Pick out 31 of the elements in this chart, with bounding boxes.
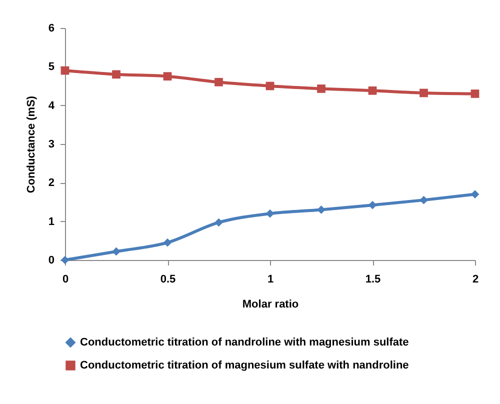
y-tick-label: 4 bbox=[48, 100, 56, 112]
point bbox=[214, 78, 223, 86]
y-tick-label: 5 bbox=[48, 61, 54, 74]
point bbox=[163, 72, 172, 81]
point bbox=[470, 190, 480, 198]
x-tick-label: 0 bbox=[62, 274, 69, 286]
y-tick-label: 1 bbox=[48, 216, 54, 228]
legend-label: Conductometric titration of nandroline with magnesium sulfate bbox=[80, 336, 409, 348]
y-axis-title: Conductance (mS) bbox=[25, 96, 38, 194]
point bbox=[368, 86, 377, 95]
y-tick-label: 6 bbox=[48, 22, 54, 34]
point bbox=[214, 218, 223, 227]
point bbox=[112, 70, 120, 79]
point bbox=[163, 238, 172, 247]
x-tick-label: 1 bbox=[267, 274, 274, 286]
point bbox=[420, 196, 428, 204]
y-tick-label: 0 bbox=[48, 254, 54, 266]
x-tick-label: 2 bbox=[472, 274, 479, 286]
x-axis-title: Molar ratio bbox=[242, 298, 299, 310]
point bbox=[317, 84, 326, 93]
point bbox=[317, 206, 326, 214]
x-tick-label: 0.5 bbox=[160, 274, 176, 286]
point bbox=[470, 90, 480, 98]
point bbox=[112, 247, 120, 256]
legend-label: Conductometric titration of magnesium sulfate with nandroline bbox=[80, 360, 409, 372]
point bbox=[60, 66, 70, 75]
y-tick-label: 3 bbox=[48, 138, 54, 150]
point bbox=[420, 88, 428, 98]
y-tick-label: 2 bbox=[48, 177, 54, 190]
point bbox=[266, 82, 274, 90]
x-tick-label: 1.5 bbox=[365, 274, 381, 286]
